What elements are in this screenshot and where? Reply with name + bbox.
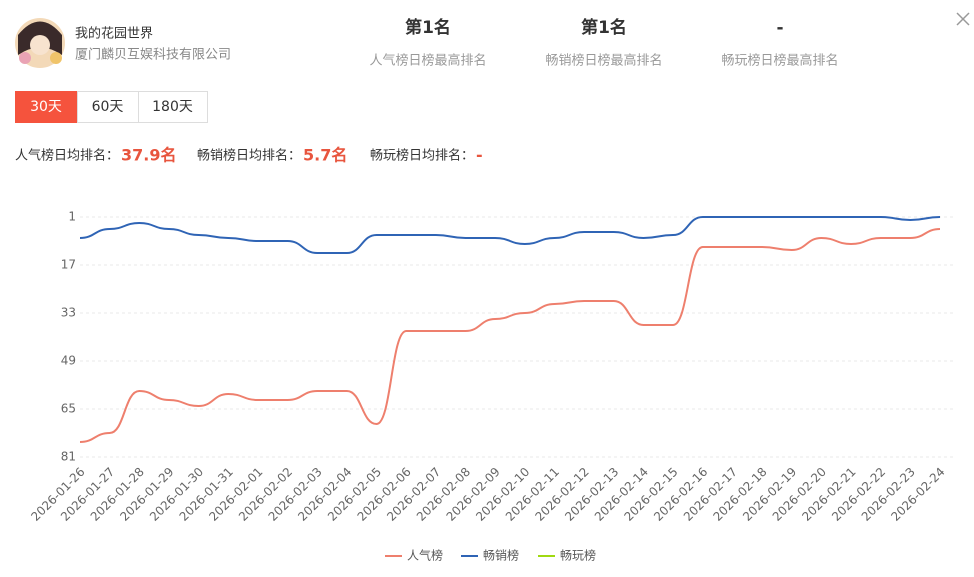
legend-label: 人气榜: [407, 548, 443, 563]
stat-label: 人气榜日榜最高排名: [369, 53, 486, 69]
tab-label[interactable]: 180天: [152, 99, 193, 115]
legend-label: 畅玩榜: [560, 548, 596, 563]
stat-value: -: [776, 18, 783, 38]
series-line: [79, 228, 941, 443]
tab[interactable]: [138, 91, 208, 123]
tab-label[interactable]: 60天: [92, 99, 124, 115]
average-value: -: [476, 146, 483, 165]
y-tick-label: 1: [68, 210, 76, 224]
y-tick-label: 65: [61, 402, 76, 416]
app-name: 我的花园世界: [75, 26, 153, 42]
stat-value: 第1名: [405, 17, 451, 38]
average-label: 畅玩榜日均排名：: [370, 148, 474, 164]
stat-label: 畅销榜日榜最高排名: [545, 53, 662, 69]
series-line: [79, 216, 941, 254]
stat-value: 第1名: [581, 17, 627, 38]
stat-label: 畅玩榜日榜最高排名: [721, 53, 838, 69]
average-label: 畅销榜日均排名：: [197, 148, 301, 164]
y-tick-label: 81: [61, 450, 76, 464]
y-tick-label: 33: [61, 306, 76, 320]
average-label: 人气榜日均排名：: [15, 148, 119, 164]
avatar: [15, 18, 65, 68]
developer: 厦门麟贝互娱科技有限公司: [75, 47, 231, 63]
y-tick-label: 49: [61, 354, 76, 368]
legend-label: 畅销榜: [483, 548, 519, 563]
average-value: 37.9名: [121, 146, 176, 165]
tab[interactable]: [15, 91, 78, 123]
y-tick-label: 17: [61, 258, 76, 272]
close-button[interactable]: [956, 12, 970, 26]
tab[interactable]: [77, 91, 139, 123]
average-value: 5.7名: [303, 146, 347, 165]
tab-label[interactable]: 30天: [30, 99, 62, 115]
